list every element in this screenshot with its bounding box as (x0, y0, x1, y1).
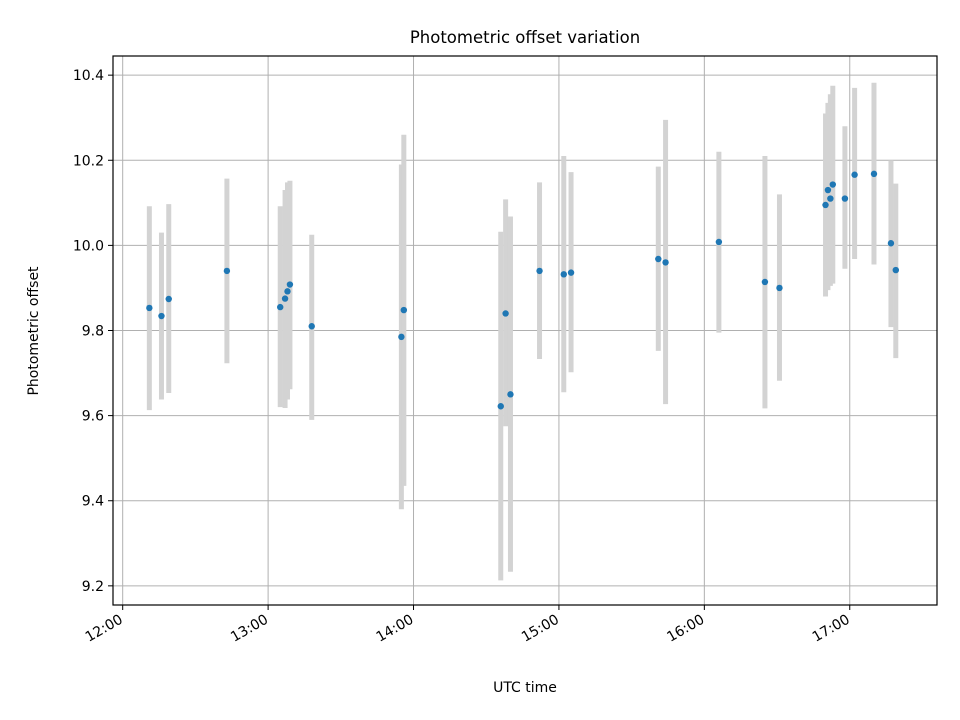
y-tick-label: 10.4 (73, 68, 104, 84)
data-point (165, 295, 172, 303)
y-tick-label: 9.4 (82, 494, 104, 510)
data-point (851, 171, 858, 178)
data-point (497, 403, 504, 410)
data-point (398, 333, 405, 341)
data-point (841, 195, 849, 202)
data-point (761, 278, 769, 286)
data-point (502, 310, 509, 317)
data-point (655, 255, 662, 263)
data-point (560, 271, 567, 278)
data-point (536, 267, 543, 275)
data-point (822, 201, 829, 209)
data-point (400, 306, 408, 314)
data-point (286, 281, 294, 288)
y-tick-label: 9.8 (82, 324, 104, 340)
y-tick-label: 10.2 (73, 153, 104, 169)
data-point (284, 288, 291, 295)
data-point (277, 303, 284, 311)
data-point (870, 170, 878, 178)
y-tick-label: 9.6 (82, 409, 104, 425)
chart-title: Photometric offset variation (410, 28, 640, 47)
data-point (146, 304, 153, 312)
grid-lines (113, 56, 937, 605)
x-axis-label: UTC time (493, 680, 557, 696)
data-point (507, 391, 514, 398)
data-point (827, 195, 834, 202)
data-point (308, 323, 315, 330)
data-point (715, 238, 723, 246)
y-tick-label: 10.0 (73, 238, 104, 254)
y-axis-label: Photometric offset (26, 266, 42, 396)
data-points (146, 170, 899, 410)
data-point (567, 269, 575, 276)
data-point (892, 266, 899, 274)
data-point (887, 240, 895, 247)
y-tick-label: 9.2 (82, 579, 104, 595)
data-point (776, 284, 783, 292)
data-point (662, 259, 669, 266)
data-point (158, 312, 165, 320)
data-point (824, 186, 832, 194)
data-point (829, 181, 836, 188)
data-point (281, 295, 289, 302)
data-point (223, 267, 231, 275)
